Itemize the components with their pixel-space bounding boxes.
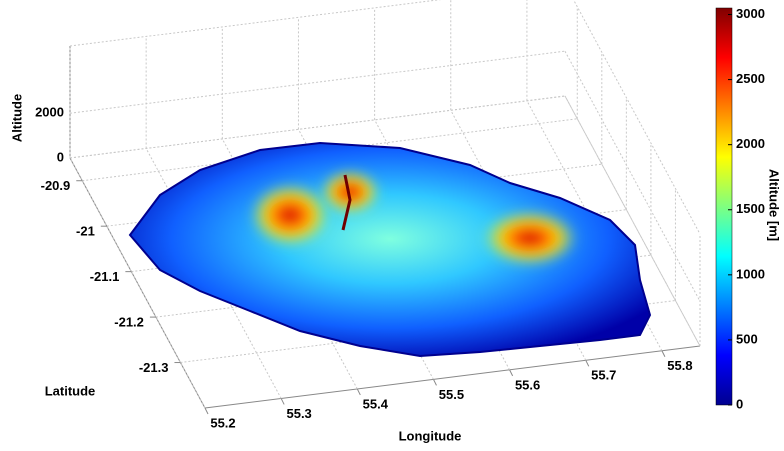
peak: [320, 170, 380, 214]
x-axis-label: Longitude: [399, 428, 462, 443]
x-tick: [280, 398, 285, 405]
peak: [250, 183, 330, 247]
surface: [128, 141, 652, 358]
colorbar-label: Altitude [m]: [767, 169, 782, 241]
grid-line: [450, 110, 587, 361]
x-tick: [204, 407, 209, 415]
colorbar-tick-label: 2500: [736, 71, 765, 86]
colorbar-tick-label: 1500: [736, 201, 765, 216]
colorbar-tick-label: 1000: [736, 266, 765, 281]
colorbar: [715, 7, 733, 406]
axis-edge: [204, 345, 701, 409]
ridge: [341, 174, 352, 231]
x-tick-label: 55.2: [210, 415, 235, 430]
grid-line: [69, 95, 566, 159]
grid-line: [69, 157, 206, 409]
x-tick: [509, 369, 514, 377]
axis-edge: [69, 0, 442, 47]
y-tick-label: -21.2: [114, 315, 144, 330]
x-tick-label: 55.6: [515, 377, 540, 392]
grid-line: [564, 95, 701, 347]
y-tick-label: -20.9: [41, 178, 71, 193]
axis-edge: [564, 95, 701, 347]
z-axis-label: Altitude: [9, 94, 24, 142]
y-tick-label: -21.3: [139, 360, 169, 375]
y-axis-label: Latitude: [45, 383, 96, 398]
grid-line: [526, 100, 663, 352]
x-tick-label: 55.7: [591, 368, 616, 383]
z-tick-label: 2000: [35, 105, 64, 120]
x-tick: [585, 360, 590, 367]
x-tick: [356, 388, 361, 396]
colorbar-tick-label: 2000: [736, 136, 765, 151]
x-tick-label: 55.3: [286, 406, 311, 421]
x-tick-label: 55.5: [439, 387, 464, 402]
axis-edge: [573, 0, 701, 235]
grid-line: [564, 50, 701, 302]
y-tick-label: -21: [76, 224, 95, 239]
z-tick-label: 0: [57, 149, 64, 164]
x-tick: [661, 350, 666, 357]
colorbar-tick-label: 0: [736, 396, 743, 411]
x-tick: [433, 379, 437, 386]
colorbar-tick-label: 500: [736, 331, 758, 346]
peak: [482, 210, 578, 266]
x-tick-label: 55.8: [667, 358, 692, 373]
y-tick-label: -21.1: [90, 269, 120, 284]
x-tick-label: 55.4: [363, 396, 389, 411]
grid-line: [69, 50, 566, 114]
colorbar-tick-label: 3000: [736, 6, 765, 21]
